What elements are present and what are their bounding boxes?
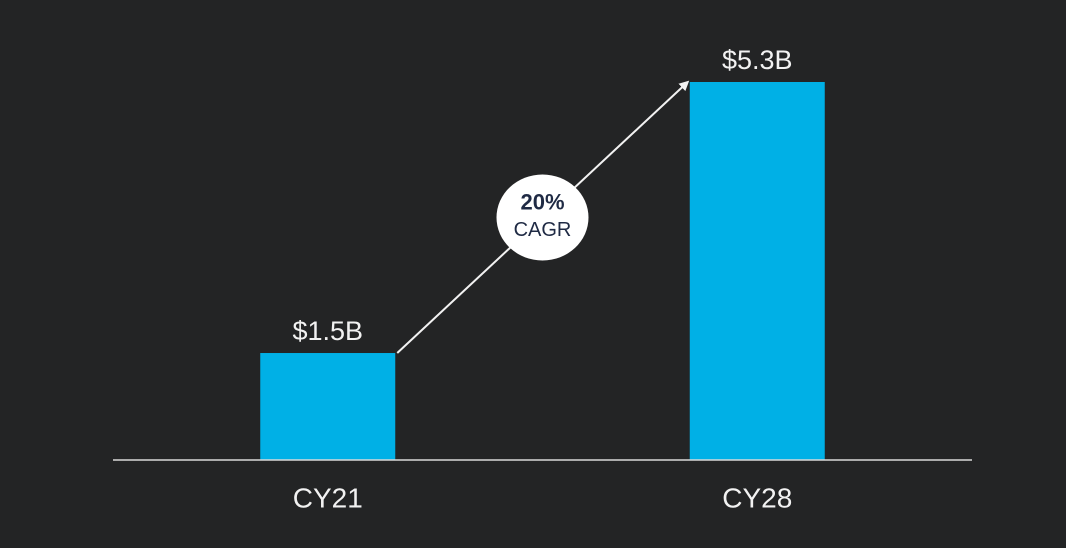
bar [260,353,396,460]
cagr-label: CAGR [514,219,572,241]
cagr-badge [496,174,589,261]
x-tick-label: CY21 [293,482,363,513]
value-label: $1.5B [292,316,363,346]
value-label: $5.3B [722,45,793,75]
x-tick-label: CY28 [722,482,792,513]
cagr-value: 20% [520,189,564,214]
bar [689,82,825,460]
